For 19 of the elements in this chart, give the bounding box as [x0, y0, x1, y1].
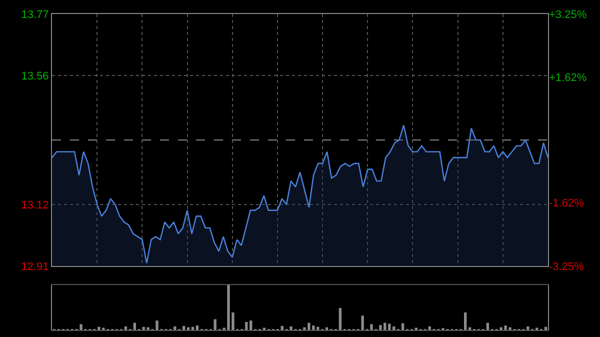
bar [280, 326, 284, 330]
bar [250, 320, 252, 330]
y-tick-label: 13.77 [21, 8, 49, 21]
bar [338, 308, 342, 330]
y2-tick-label: -3.25% [549, 260, 584, 273]
bar [464, 312, 467, 330]
bar [182, 326, 186, 330]
y-tick-label: 12.91 [21, 260, 49, 273]
y2-tick-label: +1.62% [549, 72, 587, 84]
bar [486, 322, 490, 330]
y-tick-label: 13.56 [21, 70, 49, 82]
y2-tick-label: +3.25% [549, 8, 587, 21]
bar [133, 322, 136, 330]
bar [392, 326, 396, 330]
bar [124, 326, 128, 330]
bar [196, 326, 199, 330]
bar [388, 324, 391, 330]
y-tick-label: 13.12 [21, 199, 49, 212]
y2-tick-label: -1.62% [549, 198, 584, 210]
